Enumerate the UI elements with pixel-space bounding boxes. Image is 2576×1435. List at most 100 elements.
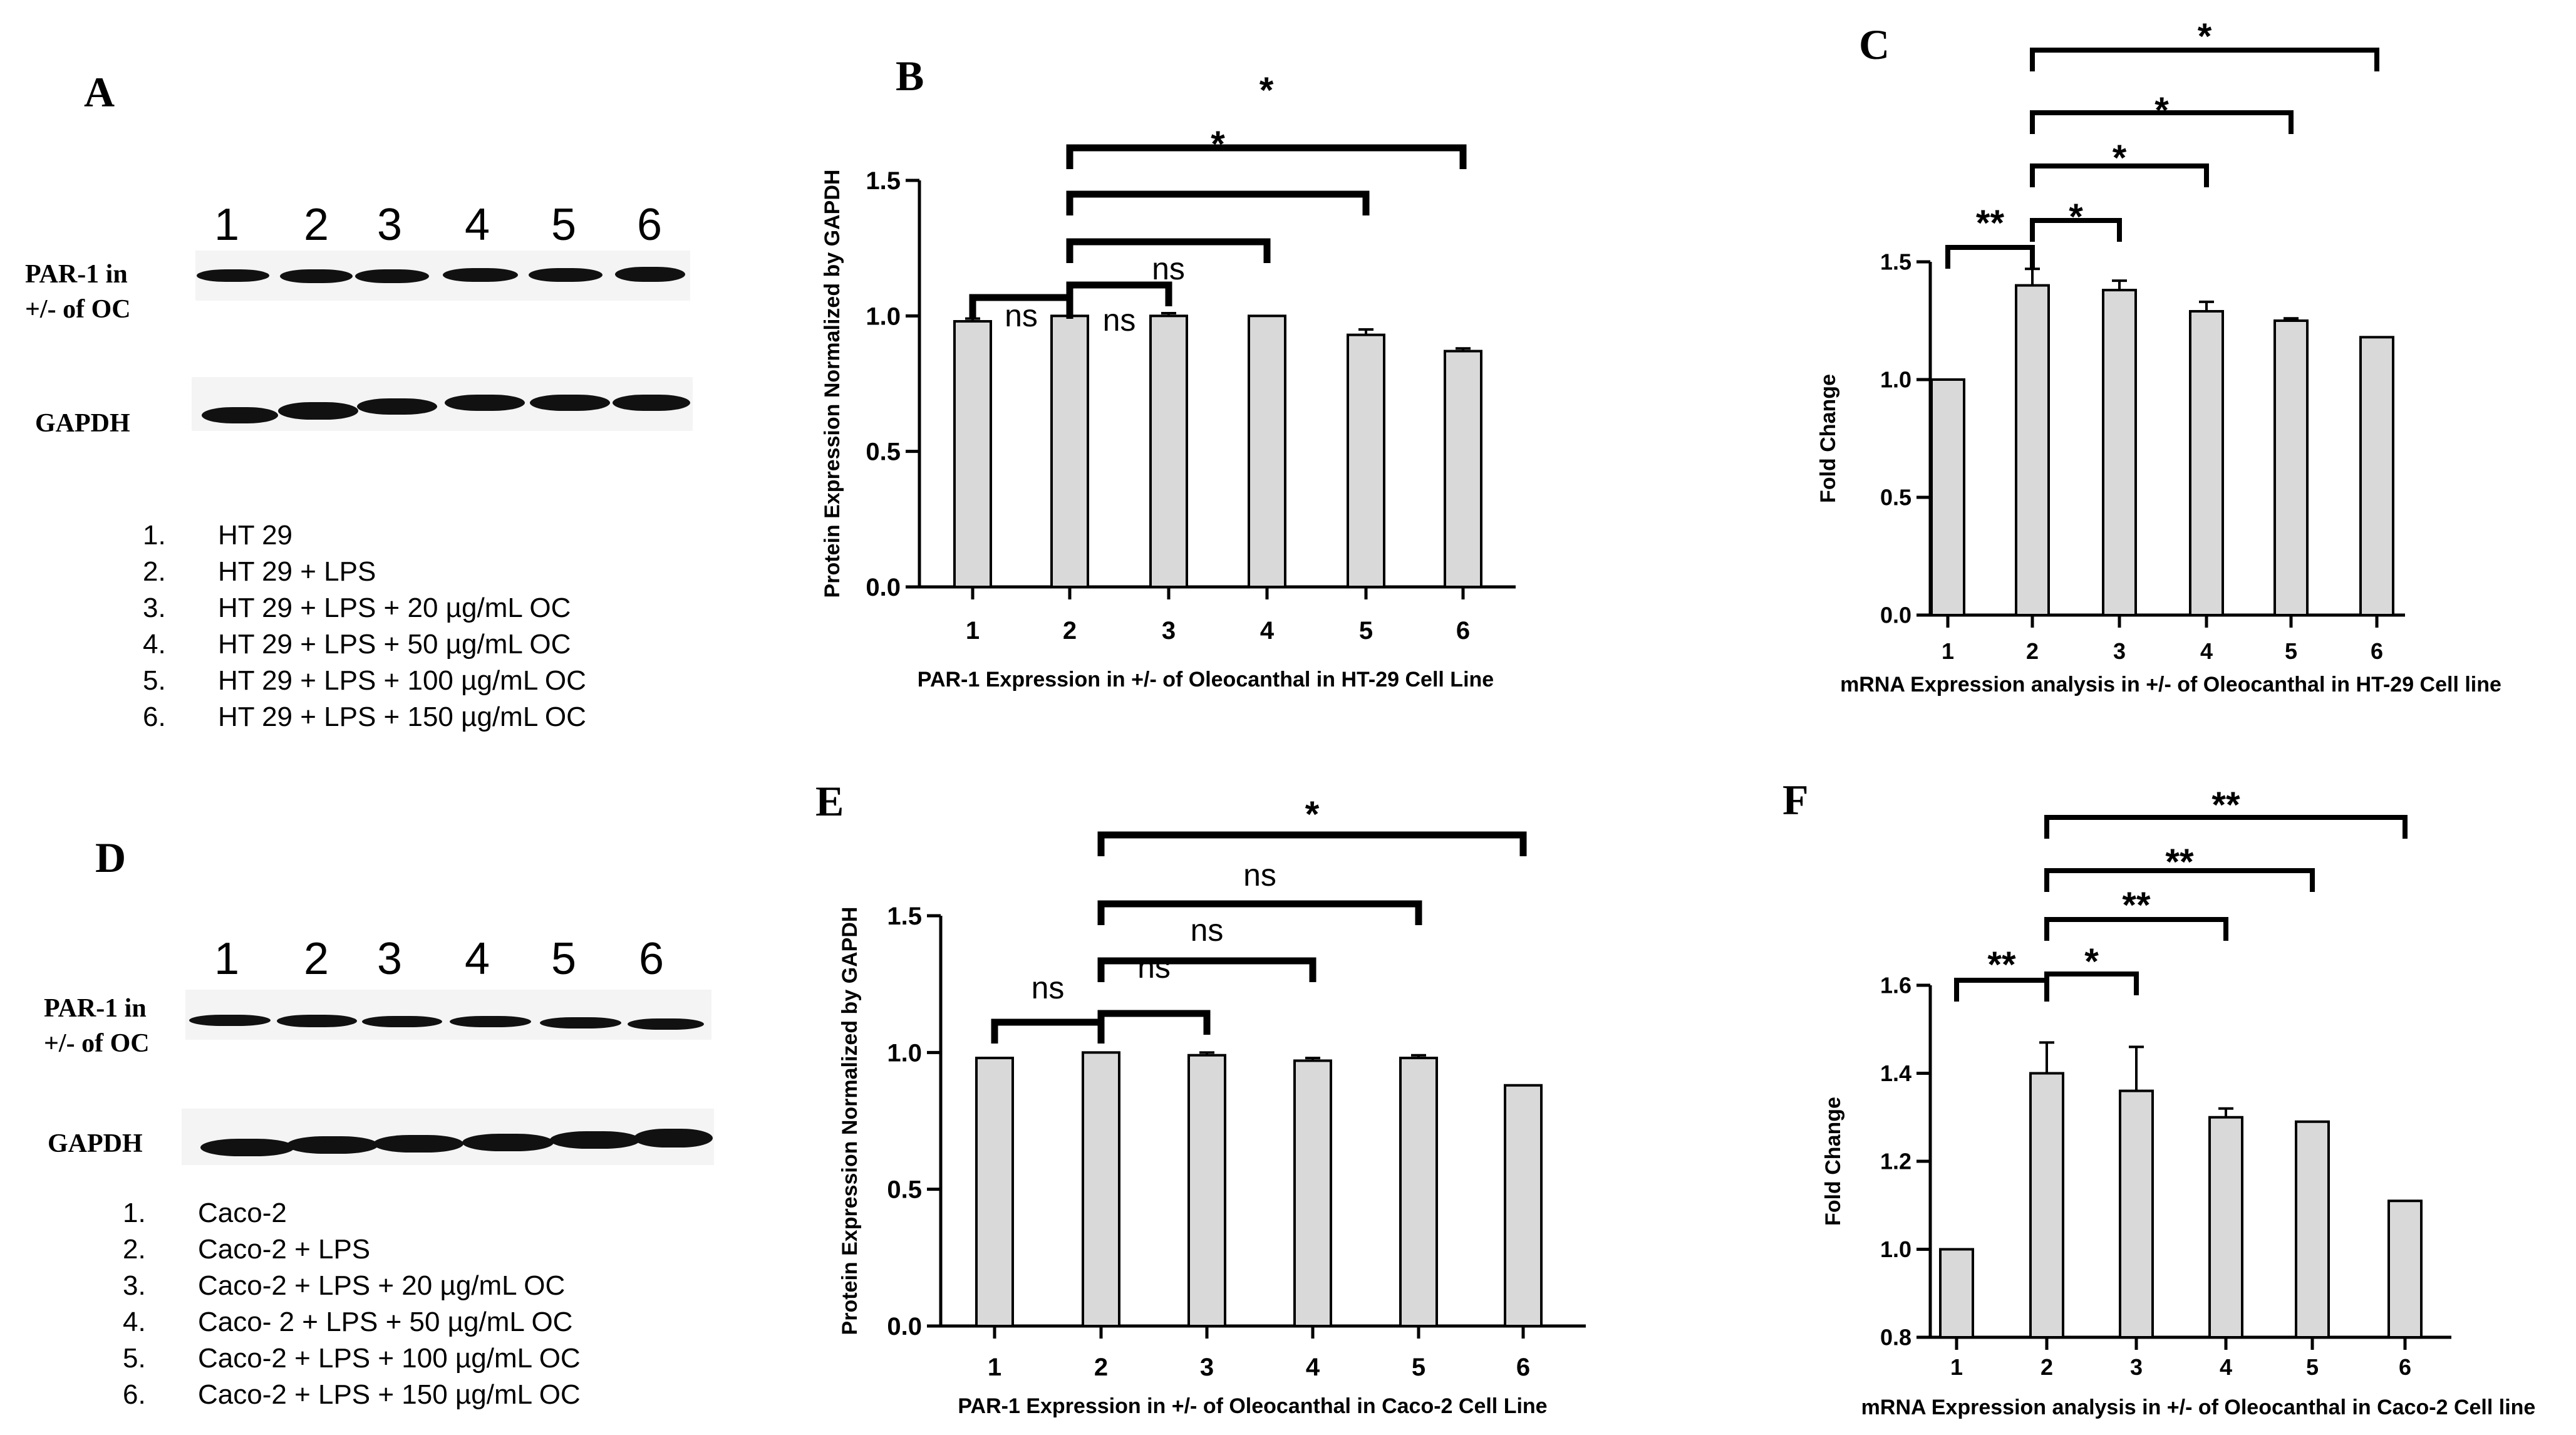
y-axis-label: Fold Change <box>1821 1097 1845 1226</box>
panel-a-legend: 1. HT 29 2. HT 29 + LPS 3. HT 29 + LPS + 20… <box>143 520 706 738</box>
significance-label: * <box>2113 138 2127 179</box>
legend-text: Caco-2 + LPS + 150 µg/mL OC <box>198 1379 581 1410</box>
legend-number: 4. <box>123 1307 146 1337</box>
lane-number: 2 <box>303 200 329 250</box>
legend-item: 2. Caco-2 + LPS <box>123 1234 686 1270</box>
row-label-line: +/- of OC <box>25 295 131 324</box>
bar <box>2029 1072 2064 1339</box>
row-label-line: PAR-1 in <box>44 994 147 1023</box>
panel-a-par1-label: PAR-1 in +/- of OC <box>25 257 131 327</box>
x-tick-label: 3 <box>1200 1354 1214 1381</box>
lane-number: 1 <box>214 200 240 250</box>
legend-item: 1. Caco-2 <box>123 1198 686 1234</box>
bar <box>2208 1116 2243 1339</box>
significance-bracket <box>1066 190 1370 215</box>
significance-bracket <box>1066 281 1172 306</box>
lane-number: 5 <box>551 934 577 984</box>
lane-number: 6 <box>636 200 663 250</box>
y-tick-label: 1.2 <box>1880 1149 1911 1174</box>
significance-label: ** <box>1987 945 2016 985</box>
y-tick-label: 1.0 <box>866 303 901 330</box>
bar <box>1939 1248 1974 1339</box>
y-axis-label: Protein Expression Normalized by GAPDH <box>838 907 862 1335</box>
significance-label: ns <box>1032 970 1065 1005</box>
y-tick-label: 1.0 <box>1880 367 1911 393</box>
chart-title: mRNA Expression analysis in +/- of Oleoc… <box>1840 673 2501 697</box>
legend-item: 3. HT 29 + LPS + 20 µg/mL OC <box>143 593 706 629</box>
bar <box>2295 1120 2330 1339</box>
bar <box>1050 314 1089 588</box>
panel-a-lane-numbers: 1 2 3 4 5 6 <box>0 199 752 256</box>
significance-bracket <box>2030 48 2379 71</box>
x-tick-label: 2 <box>1094 1354 1108 1381</box>
significance-bracket <box>2030 218 2122 242</box>
significance-label: ns <box>1005 298 1038 333</box>
legend-number: 3. <box>123 1270 146 1301</box>
panel-d-gapdh-label: GAPDH <box>48 1126 143 1161</box>
x-tick-label: 4 <box>1306 1354 1320 1381</box>
significance-label: * <box>1305 794 1320 835</box>
x-tick-label: 5 <box>1412 1354 1425 1381</box>
x-tick-label: 2 <box>2026 638 2039 664</box>
significance-label: ** <box>2165 842 2194 883</box>
x-tick-label: 6 <box>1456 617 1470 645</box>
significance-bracket <box>1097 900 1422 925</box>
bar <box>1187 1054 1226 1327</box>
lane-number: 4 <box>464 934 490 984</box>
row-label-line: GAPDH <box>48 1129 143 1158</box>
legend-number: 2. <box>123 1234 146 1265</box>
x-tick-label: 1 <box>1950 1354 1963 1380</box>
lane-number: 5 <box>551 200 577 250</box>
panel-a-gapdh-blot <box>192 377 693 431</box>
significance-bracket <box>1066 144 1467 169</box>
y-tick-label: 1.4 <box>1880 1060 1911 1086</box>
significance-bracket <box>1945 245 2035 269</box>
legend-number: 5. <box>123 1343 146 1374</box>
y-axis-label: Protein Expression Normalized by GAPDH <box>820 170 844 598</box>
bar <box>975 1057 1014 1327</box>
legend-number: 5. <box>143 665 166 696</box>
x-tick-label: 3 <box>1162 617 1176 645</box>
significance-label: * <box>2198 16 2212 57</box>
y-tick-label: 1.5 <box>1880 249 1911 275</box>
legend-number: 6. <box>143 702 166 732</box>
y-tick-label: 0.8 <box>1880 1325 1911 1350</box>
x-tick-label: 4 <box>2220 1354 2232 1380</box>
significance-label: ** <box>1976 203 2005 244</box>
legend-text: Caco- 2 + LPS + 50 µg/mL OC <box>198 1307 573 1337</box>
panel-d-legend: 1. Caco-2 2. Caco-2 + LPS 3. Caco-2 + LPS +… <box>123 1198 686 1416</box>
y-tick-label: 1.0 <box>1880 1236 1911 1262</box>
legend-text: Caco-2 + LPS + 100 µg/mL OC <box>198 1343 581 1374</box>
panel-a-gapdh-label: GAPDH <box>35 406 130 441</box>
legend-item: 6. Caco-2 + LPS + 150 µg/mL OC <box>123 1379 686 1416</box>
legend-number: 3. <box>143 593 166 623</box>
legend-text: HT 29 + LPS <box>218 556 376 587</box>
significance-label: * <box>2084 941 2099 982</box>
significance-label: ** <box>2122 885 2151 926</box>
panel-d-par1-label: PAR-1 in +/- of OC <box>44 991 150 1061</box>
significance-label: ns <box>1152 251 1185 286</box>
panel-d-lane-numbers: 1 2 3 4 5 6 <box>0 933 752 990</box>
panel-b-letter: B <box>896 52 924 100</box>
significance-label: * <box>1260 70 1274 111</box>
lane-number: 1 <box>214 934 240 984</box>
lane-number: 4 <box>464 200 490 250</box>
legend-item: 4. HT 29 + LPS + 50 µg/mL OC <box>143 629 706 665</box>
y-tick-label: 1.5 <box>866 167 901 195</box>
significance-label: ** <box>2211 785 2240 826</box>
bar <box>2387 1199 2423 1339</box>
bar <box>1347 333 1385 588</box>
significance-bracket <box>2030 110 2294 134</box>
significance-bracket <box>991 1018 1105 1044</box>
bar <box>2102 289 2137 616</box>
legend-number: 2. <box>143 556 166 587</box>
legend-number: 4. <box>143 629 166 660</box>
legend-text: HT 29 + LPS + 150 µg/mL OC <box>218 702 586 732</box>
x-tick-label: 2 <box>1063 617 1077 645</box>
significance-bracket <box>2044 815 2408 839</box>
bar <box>2119 1089 2154 1339</box>
chart-title: PAR-1 Expression in +/- of Oleocanthal i… <box>958 1394 1547 1418</box>
legend-item: 6. HT 29 + LPS + 150 µg/mL OC <box>143 702 706 738</box>
x-tick-label: 1 <box>966 617 980 645</box>
